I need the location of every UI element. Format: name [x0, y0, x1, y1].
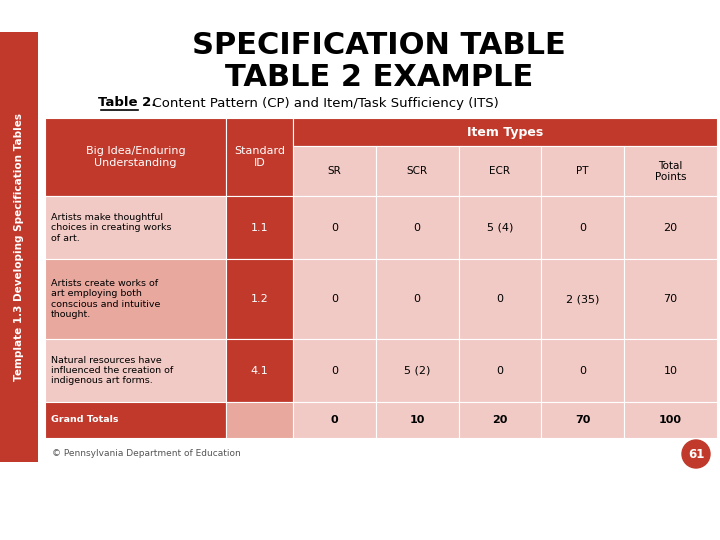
Text: Item Types: Item Types — [467, 126, 543, 139]
Text: 20: 20 — [492, 415, 508, 425]
Bar — [226, 118, 293, 197]
Bar — [226, 197, 293, 259]
Bar — [376, 259, 459, 339]
Text: Total
Points: Total Points — [654, 160, 686, 182]
Text: 0: 0 — [330, 415, 338, 425]
Text: 2 (35): 2 (35) — [566, 294, 599, 304]
Text: 0: 0 — [579, 222, 586, 233]
Bar — [624, 339, 717, 402]
Text: Standard
ID: Standard ID — [234, 146, 285, 168]
Bar — [226, 339, 293, 402]
Text: © Pennsylvania Department of Education: © Pennsylvania Department of Education — [52, 449, 240, 458]
Text: 0: 0 — [579, 366, 586, 376]
Bar — [376, 197, 459, 259]
Text: 20: 20 — [663, 222, 678, 233]
Text: 1.2: 1.2 — [251, 294, 269, 304]
Bar — [459, 402, 541, 438]
Text: 10: 10 — [663, 366, 678, 376]
Bar — [541, 339, 624, 402]
Bar — [541, 402, 624, 438]
Text: PT: PT — [576, 166, 589, 177]
Bar — [45, 118, 226, 197]
Bar — [624, 197, 717, 259]
Circle shape — [682, 440, 710, 468]
Bar — [459, 146, 541, 197]
Text: Template 1.3 Developing Specification Tables: Template 1.3 Developing Specification Ta… — [14, 113, 24, 381]
Bar — [293, 197, 376, 259]
Bar — [293, 402, 376, 438]
Text: Big Idea/Enduring
Understanding: Big Idea/Enduring Understanding — [86, 146, 185, 168]
Bar — [226, 402, 293, 438]
Bar — [0, 32, 38, 462]
Text: 5 (4): 5 (4) — [487, 222, 513, 233]
Bar — [45, 259, 226, 339]
Text: 0: 0 — [414, 294, 420, 304]
Bar — [45, 197, 226, 259]
Text: 0: 0 — [331, 222, 338, 233]
Text: 0: 0 — [331, 294, 338, 304]
Text: Artists create works of
art employing both
conscious and intuitive
thought.: Artists create works of art employing bo… — [51, 279, 161, 319]
Bar — [541, 146, 624, 197]
Text: SPECIFICATION TABLE: SPECIFICATION TABLE — [192, 31, 566, 60]
Text: 4.1: 4.1 — [251, 366, 269, 376]
Text: ECR: ECR — [490, 166, 510, 177]
Text: 0: 0 — [331, 366, 338, 376]
Text: 1.1: 1.1 — [251, 222, 269, 233]
Bar — [376, 339, 459, 402]
Text: Grand Totals: Grand Totals — [51, 415, 119, 424]
Bar — [541, 259, 624, 339]
Bar — [45, 402, 226, 438]
Bar — [293, 118, 717, 146]
Bar — [376, 402, 459, 438]
Text: SR: SR — [328, 166, 341, 177]
Bar — [226, 259, 293, 339]
Bar — [624, 402, 717, 438]
Text: Natural resources have
influenced the creation of
indigenous art forms.: Natural resources have influenced the cr… — [51, 356, 174, 386]
Bar — [624, 259, 717, 339]
Bar — [541, 197, 624, 259]
Text: 0: 0 — [496, 366, 503, 376]
Text: SCR: SCR — [407, 166, 428, 177]
Bar — [459, 259, 541, 339]
Text: 70: 70 — [663, 294, 678, 304]
Bar — [459, 339, 541, 402]
Text: 70: 70 — [575, 415, 590, 425]
Text: 100: 100 — [659, 415, 682, 425]
Bar — [624, 146, 717, 197]
Text: Artists make thoughtful
choices in creating works
of art.: Artists make thoughtful choices in creat… — [51, 213, 171, 242]
Text: 5 (2): 5 (2) — [404, 366, 431, 376]
Bar — [293, 259, 376, 339]
Bar — [459, 197, 541, 259]
Text: Content Pattern (CP) and Item/Task Sufficiency (ITS): Content Pattern (CP) and Item/Task Suffi… — [144, 97, 499, 110]
Text: 0: 0 — [414, 222, 420, 233]
Text: 10: 10 — [410, 415, 425, 425]
Text: 61: 61 — [688, 448, 704, 461]
Text: Table 2.: Table 2. — [98, 97, 156, 110]
Bar — [293, 146, 376, 197]
Text: 0: 0 — [496, 294, 503, 304]
Bar — [376, 146, 459, 197]
Text: TABLE 2 EXAMPLE: TABLE 2 EXAMPLE — [225, 63, 533, 91]
Bar — [45, 339, 226, 402]
Bar — [293, 339, 376, 402]
